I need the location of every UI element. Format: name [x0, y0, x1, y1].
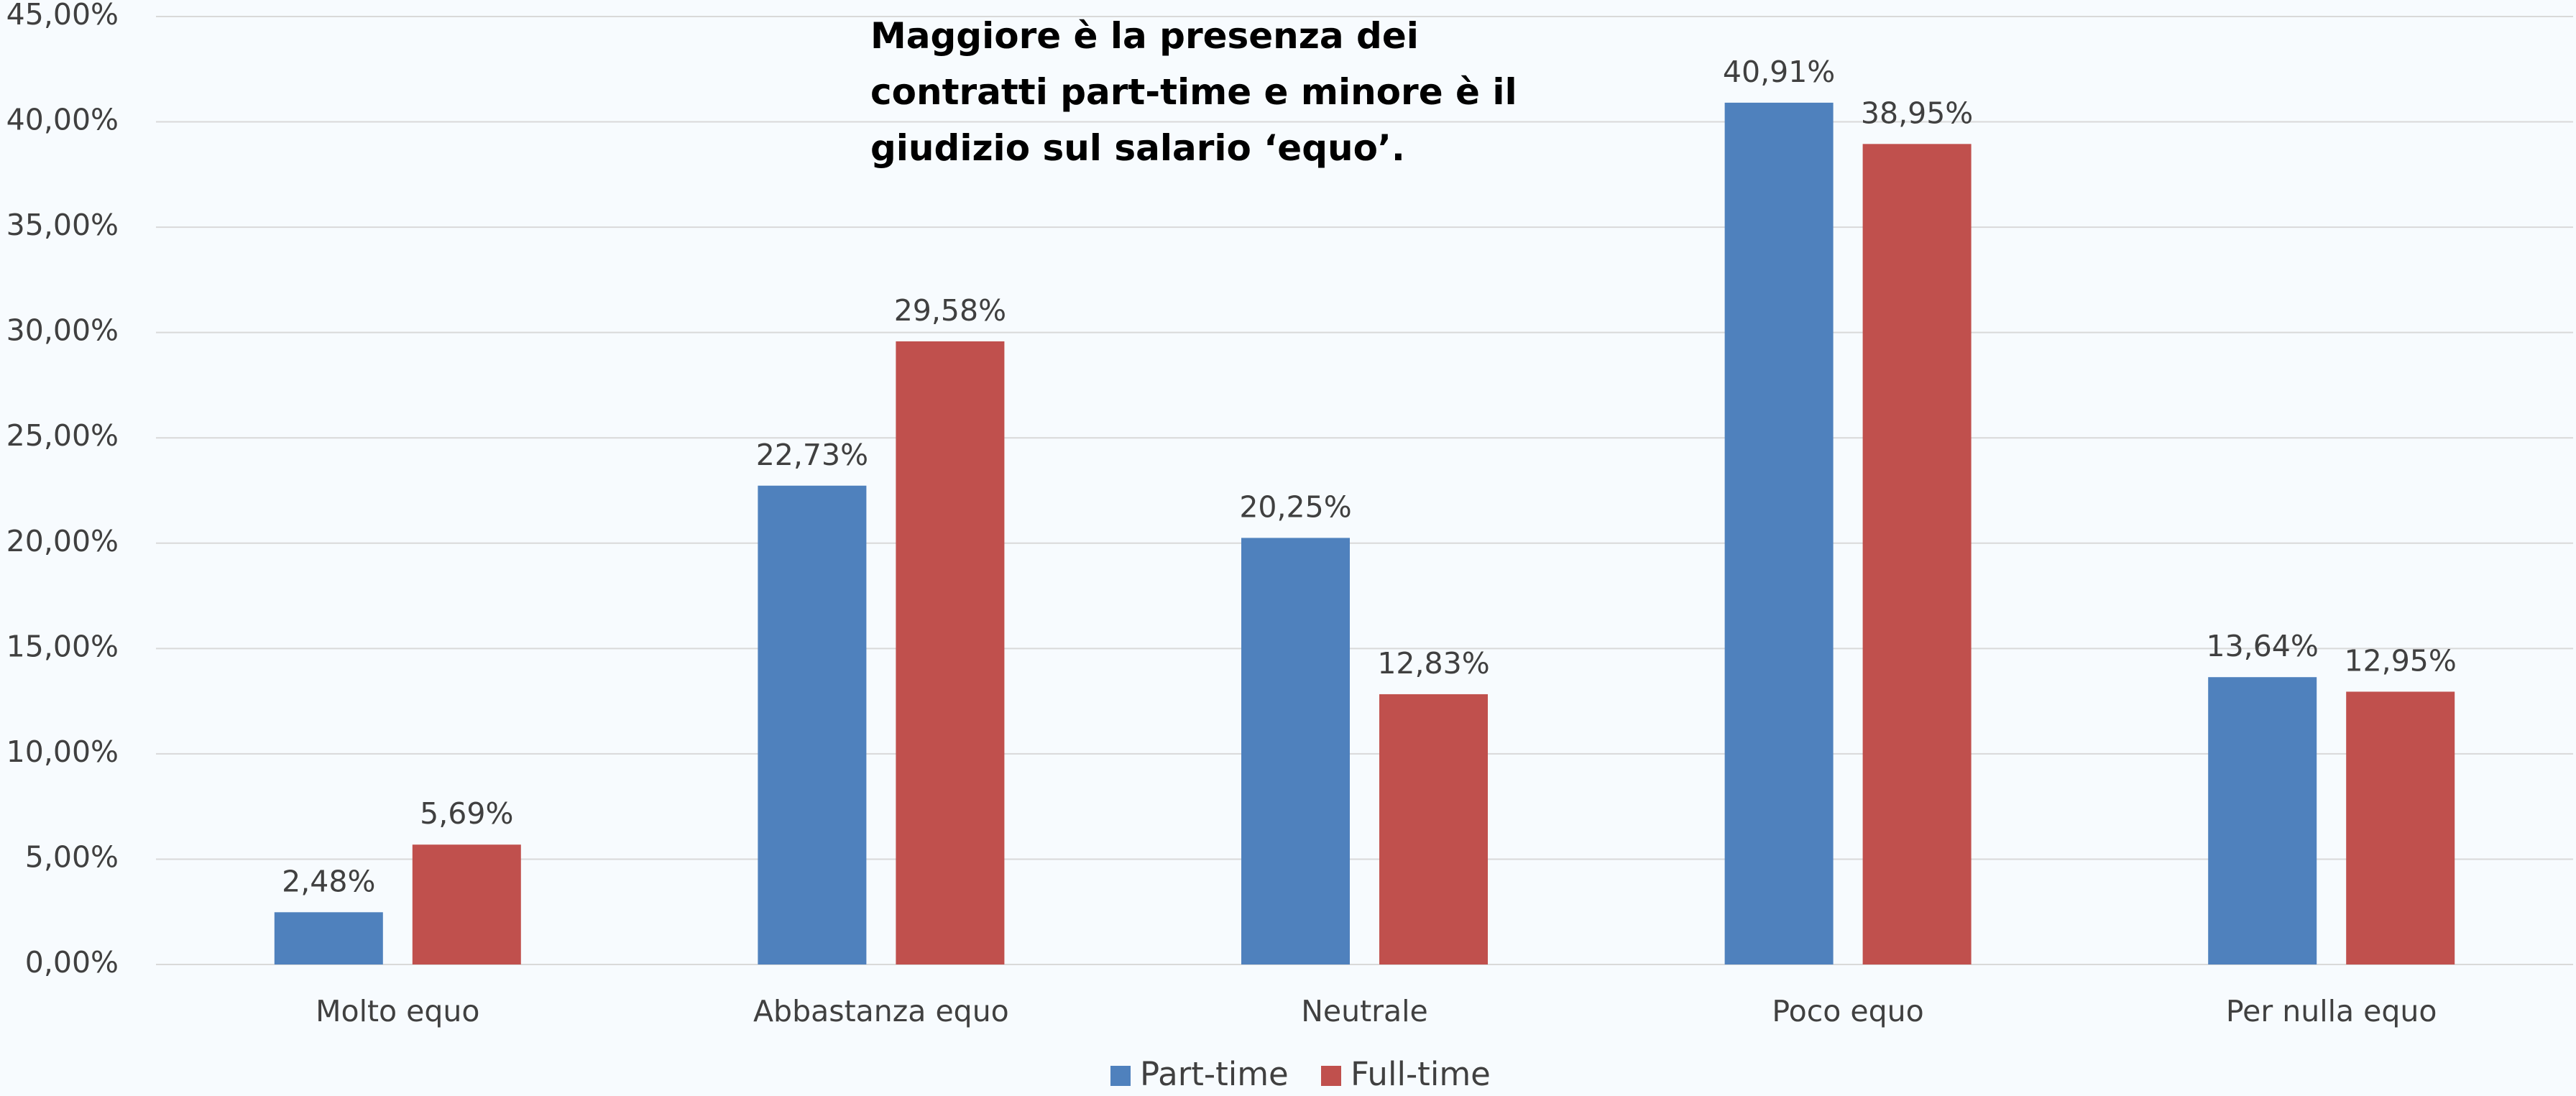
- y-tick-label: 45,00%: [6, 0, 119, 32]
- bar: [1724, 102, 1834, 964]
- data-label: 29,58%: [894, 293, 1006, 328]
- data-label: 13,64%: [2207, 629, 2319, 663]
- data-label: 2,48%: [282, 864, 375, 898]
- y-tick-label: 10,00%: [6, 734, 119, 769]
- bar: [2346, 691, 2455, 964]
- data-label: 40,91%: [1723, 55, 1835, 89]
- y-tick-label: 0,00%: [25, 945, 119, 980]
- data-label: 12,83%: [1377, 646, 1489, 681]
- bar: [1379, 694, 1488, 964]
- bar: [1241, 538, 1350, 964]
- data-label: 38,95%: [1861, 96, 1973, 130]
- bar: [274, 912, 383, 964]
- y-tick-label: 5,00%: [25, 839, 119, 874]
- chart-title: contratti part-time e minore è il: [870, 71, 1517, 113]
- y-tick-label: 15,00%: [6, 629, 119, 663]
- y-tick-label: 30,00%: [6, 313, 119, 348]
- x-tick-label: Poco equo: [1772, 994, 1923, 1028]
- x-tick-label: Abbastanza equo: [753, 994, 1009, 1028]
- chart-title: giudizio sul salario ‘equo’.: [870, 127, 1405, 169]
- x-tick-label: Per nulla equo: [2226, 994, 2437, 1028]
- legend-swatch: [1321, 1066, 1341, 1086]
- bar: [2208, 677, 2317, 964]
- data-label: 20,25%: [1239, 489, 1351, 524]
- x-tick-label: Molto equo: [316, 994, 479, 1028]
- y-tick-label: 20,00%: [6, 524, 119, 558]
- y-tick-label: 40,00%: [6, 103, 119, 137]
- x-tick-label: Neutrale: [1301, 994, 1428, 1028]
- data-label: 12,95%: [2345, 643, 2457, 678]
- y-tick-label: 35,00%: [6, 208, 119, 242]
- bar: [896, 341, 1005, 965]
- legend-label: Part-time: [1140, 1055, 1289, 1093]
- bar: [758, 485, 867, 964]
- chart-title: Maggiore è la presenza dei: [870, 15, 1419, 57]
- data-label: 22,73%: [756, 438, 868, 472]
- data-label: 5,69%: [420, 796, 513, 831]
- bar: [1862, 144, 1972, 964]
- legend-label: Full-time: [1351, 1055, 1491, 1093]
- bar: [412, 844, 521, 964]
- y-tick-label: 25,00%: [6, 418, 119, 453]
- legend-swatch: [1110, 1066, 1131, 1086]
